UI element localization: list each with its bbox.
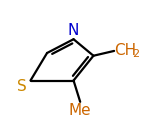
Text: CH: CH — [114, 43, 136, 58]
Text: 2: 2 — [132, 49, 139, 59]
Text: Me: Me — [69, 103, 92, 118]
Text: S: S — [17, 79, 27, 94]
Text: N: N — [68, 23, 79, 38]
